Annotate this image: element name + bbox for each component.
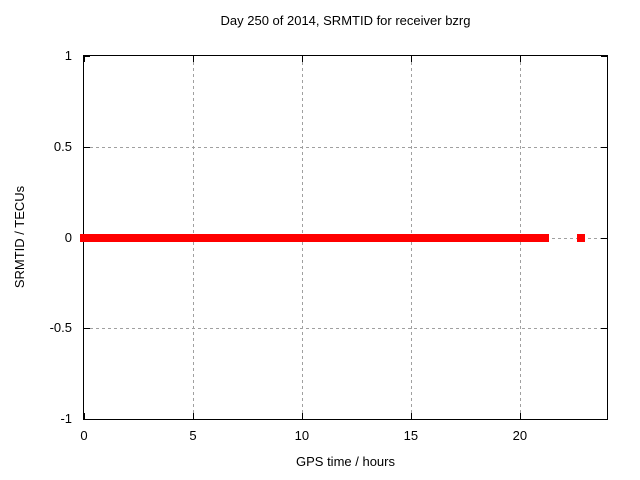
x-tick-label: 5: [189, 428, 197, 443]
x-tick-mark: [193, 56, 194, 62]
data-point-marker: [576, 233, 585, 242]
y-tick-mark: [601, 328, 607, 329]
y-tick-label: 1: [64, 48, 72, 63]
y-tick-label: 0: [64, 229, 72, 245]
x-axis-title: GPS time / hours: [296, 454, 395, 469]
y-tick-mark: [84, 419, 90, 420]
data-point-marker: [80, 233, 549, 242]
x-tick-mark: [411, 56, 412, 62]
y-tick-label: -1: [60, 411, 72, 426]
x-tick-mark: [302, 56, 303, 62]
y-tick-mark: [84, 328, 90, 329]
y-tick-label: 0.5: [53, 138, 72, 154]
x-tick-label: 15: [403, 428, 419, 443]
x-tick-label: 20: [512, 428, 528, 443]
x-tick-mark: [302, 413, 303, 419]
y-tick-mark: [601, 56, 607, 57]
x-tick-mark: [411, 413, 412, 419]
x-tick-mark: [520, 413, 521, 419]
x-tick-mark: [193, 413, 194, 419]
x-tick-label: 0: [80, 428, 88, 443]
y-tick-label: -0.5: [49, 320, 72, 336]
y-tick-mark: [601, 238, 607, 239]
y-tick-mark: [601, 147, 607, 148]
x-tick-mark: [520, 56, 521, 62]
y-tick-mark: [84, 56, 90, 57]
plot-area: [80, 55, 608, 420]
x-tick-mark: [84, 413, 85, 419]
y-tick-mark: [601, 419, 607, 420]
x-tick-mark: [84, 56, 85, 62]
grid-line-y: [84, 327, 607, 329]
x-tick-label: 10: [294, 428, 310, 443]
chart-title: Day 250 of 2014, SRMTID for receiver bzr…: [220, 13, 471, 28]
y-tick-mark: [84, 147, 90, 148]
grid-line-y: [84, 146, 607, 148]
